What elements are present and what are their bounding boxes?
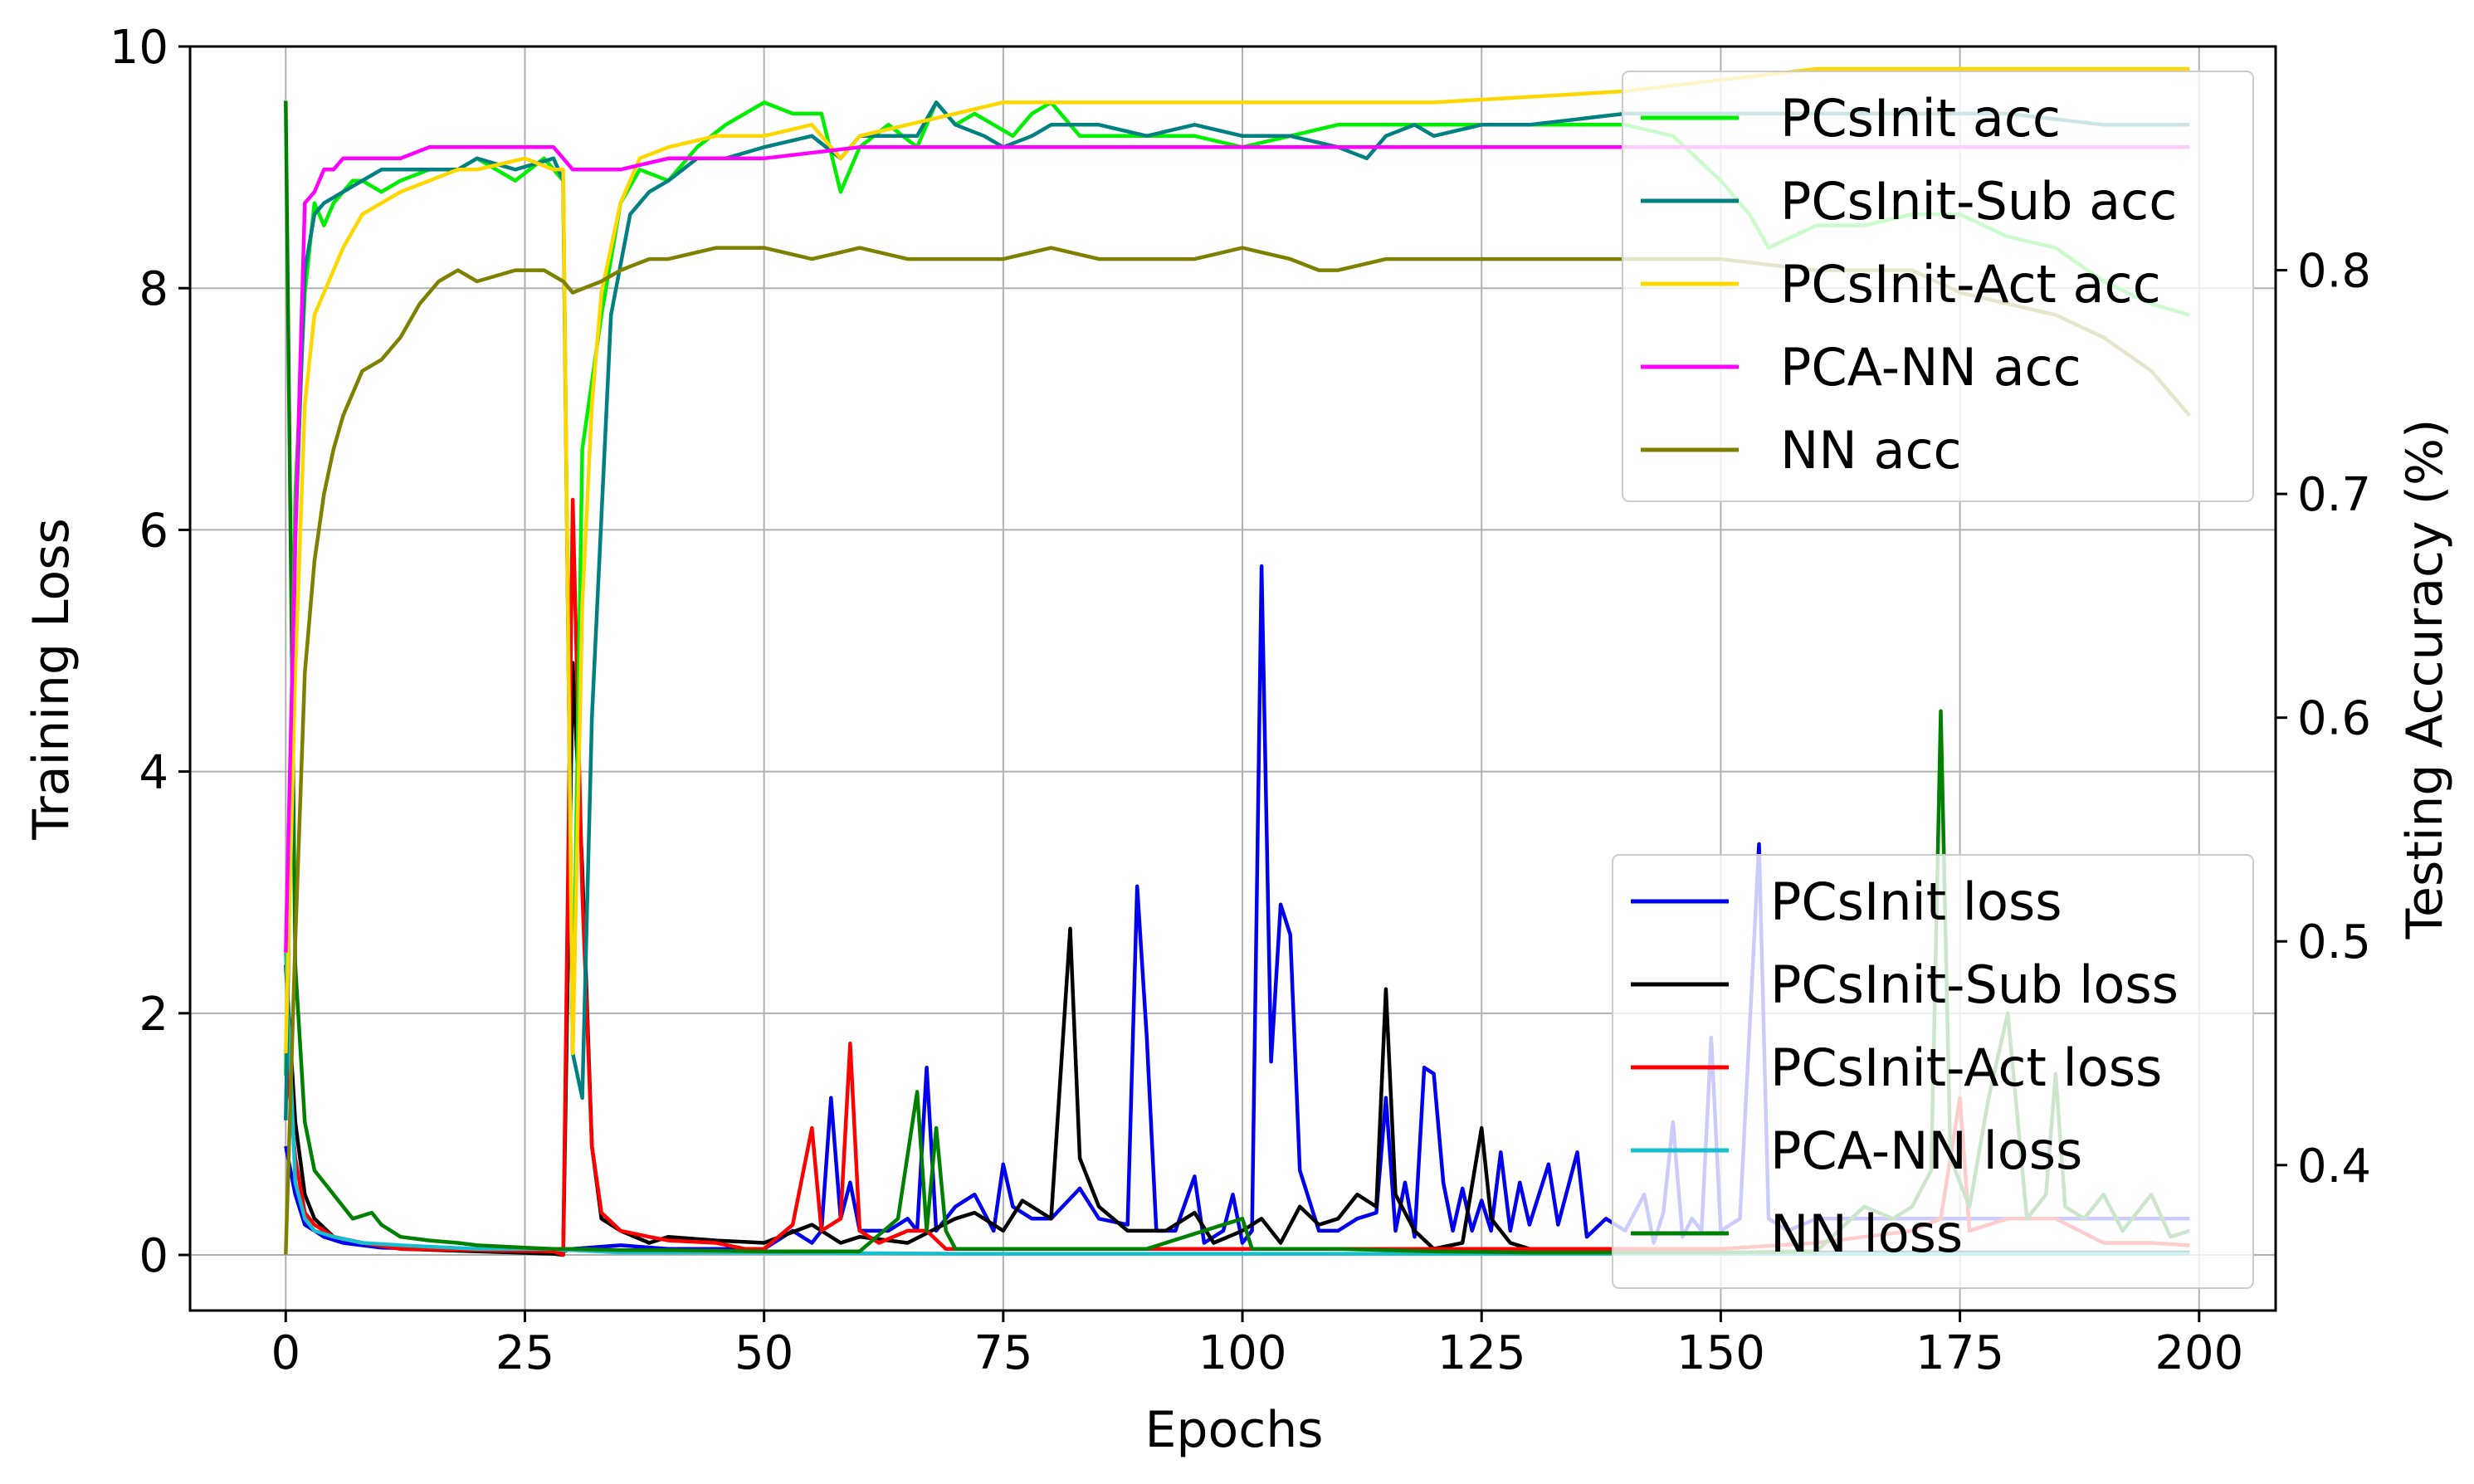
right-y-tick-label: 0.5 bbox=[2297, 915, 2371, 969]
x-tick-label: 50 bbox=[734, 1326, 793, 1380]
legend-box bbox=[1622, 71, 2254, 502]
legend-label: PCsInit-Sub loss bbox=[1770, 954, 2179, 1015]
x-tick-label: 200 bbox=[2154, 1326, 2243, 1380]
left-y-tick-label: 8 bbox=[139, 262, 168, 316]
x-tick-label: 75 bbox=[973, 1326, 1032, 1380]
plot-frame bbox=[188, 45, 2277, 1312]
right-y-tick-label: 0.8 bbox=[2297, 245, 2371, 299]
legend-label: NN loss bbox=[1770, 1203, 1963, 1264]
accuracy-series-line bbox=[284, 145, 2190, 953]
accuracy-legend: PCsInit acc PCsInit-Sub acc PCsInit-Act ac… bbox=[1622, 71, 2254, 502]
left-y-tick-label: 6 bbox=[139, 504, 168, 558]
legend-label: PCsInit-Act acc bbox=[1780, 254, 2161, 315]
left-y-axis-title: Training Loss bbox=[22, 518, 81, 840]
right-y-tick-label: 0.7 bbox=[2297, 468, 2371, 522]
x-axis-title: Epochs bbox=[1145, 1401, 1324, 1459]
legend-label: PCsInit-Act loss bbox=[1770, 1037, 2162, 1098]
x-tick-label: 0 bbox=[271, 1326, 300, 1380]
axis-ticks: 0 25 50 75 100 125 150 175 200 0 2 4 6 8 10 0.4 0.5 0.6 0.… bbox=[110, 21, 2371, 1380]
legend-box bbox=[1612, 854, 2254, 1289]
x-tick-label: 125 bbox=[1437, 1326, 1526, 1380]
accuracy-series-line bbox=[284, 66, 2190, 1056]
legend-label: NN acc bbox=[1780, 420, 1962, 481]
left-y-tick-label: 4 bbox=[139, 746, 168, 800]
legend-label: PCsInit-Sub acc bbox=[1780, 171, 2177, 232]
x-tick-label: 150 bbox=[1676, 1326, 1765, 1380]
legend-label: PCsInit loss bbox=[1770, 871, 2062, 932]
legend-label: PCA-NN acc bbox=[1780, 337, 2081, 398]
right-y-tick-label: 0.4 bbox=[2297, 1140, 2371, 1194]
left-y-tick-label: 10 bbox=[110, 21, 168, 75]
left-y-tick-label: 0 bbox=[139, 1229, 168, 1283]
x-tick-label: 25 bbox=[495, 1326, 554, 1380]
right-y-axis-title: Testing Accuracy (%) bbox=[2396, 419, 2454, 940]
loss-legend: PCsInit loss PCsInit-Sub loss PCsInit-Act … bbox=[1612, 854, 2254, 1289]
legend-label: PCsInit acc bbox=[1780, 88, 2061, 149]
right-y-tick-label: 0.6 bbox=[2297, 692, 2371, 746]
x-tick-label: 175 bbox=[1915, 1326, 2004, 1380]
legend-label: PCA-NN loss bbox=[1770, 1120, 2082, 1181]
x-tick-label: 100 bbox=[1198, 1326, 1287, 1380]
left-y-tick-label: 2 bbox=[139, 988, 168, 1042]
